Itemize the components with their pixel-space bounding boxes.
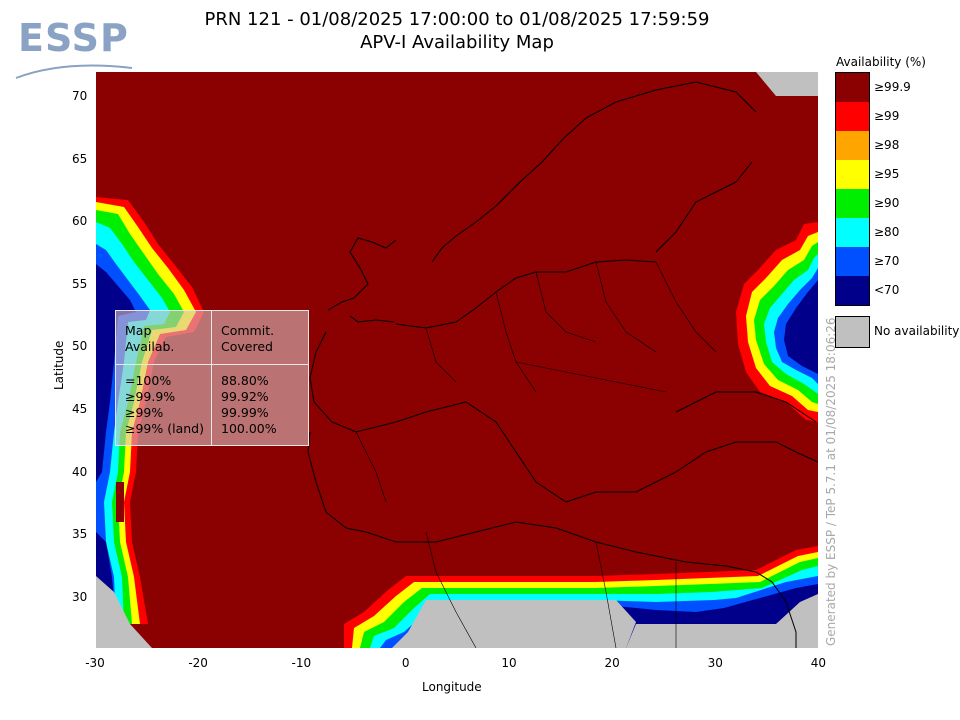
y-tick-label: 60 bbox=[72, 214, 88, 229]
y-tick-label: 55 bbox=[72, 276, 88, 291]
y-tick-label: 65 bbox=[72, 151, 88, 166]
y-tick-label: 70 bbox=[72, 89, 88, 104]
east-band-darkblue bbox=[784, 280, 818, 374]
no-availability-swatch bbox=[835, 316, 870, 348]
legend-colorbar bbox=[835, 72, 870, 306]
x-tick-label: 10 bbox=[501, 656, 517, 670]
legend-swatch bbox=[836, 160, 869, 189]
legend-label: ≥90 bbox=[874, 196, 900, 210]
legend-label: ≥80 bbox=[874, 225, 900, 239]
logo-arc-icon bbox=[15, 64, 133, 79]
y-tick-label: 35 bbox=[72, 527, 88, 542]
x-tick-label: -10 bbox=[291, 656, 312, 670]
legend-swatch bbox=[836, 276, 869, 305]
y-axis-label: Latitude bbox=[52, 340, 66, 390]
stats-col-left: Map Availab. =100% ≥99.9% ≥99% ≥99% (lan… bbox=[116, 311, 212, 445]
legend-swatch bbox=[836, 102, 869, 131]
legend-label: ≥98 bbox=[874, 138, 900, 152]
west-no-availability bbox=[96, 576, 152, 648]
legend-label: ≥70 bbox=[874, 254, 900, 268]
x-tick-label: 0 bbox=[401, 656, 410, 670]
south-far-east-no-availability bbox=[712, 594, 818, 648]
stats-rows-left: =100% ≥99.9% ≥99% ≥99% (land) bbox=[125, 373, 204, 436]
legend-label: <70 bbox=[874, 283, 900, 297]
legend-swatch bbox=[836, 218, 869, 247]
y-tick-label: 40 bbox=[72, 464, 88, 479]
y-tick-label: 45 bbox=[72, 402, 88, 417]
x-axis-label: Longitude bbox=[422, 680, 482, 694]
legend-label: ≥99 bbox=[874, 109, 900, 123]
northeast-no-availability bbox=[756, 72, 818, 96]
legend-title: Availability (%) bbox=[836, 55, 926, 69]
coastlines bbox=[307, 81, 818, 648]
south-no-availability bbox=[392, 600, 636, 648]
stats-header-right-cell: Commit. Covered bbox=[212, 311, 308, 365]
legend-swatch bbox=[836, 131, 869, 160]
x-tick-label: 30 bbox=[707, 656, 723, 670]
logo-text: ESSP bbox=[18, 16, 129, 60]
stats-table: Map Availab. =100% ≥99.9% ≥99% ≥99% (lan… bbox=[115, 310, 309, 446]
legend-label: ≥99.9 bbox=[874, 80, 911, 94]
legend-swatch bbox=[836, 247, 869, 276]
x-tick-label: 20 bbox=[604, 656, 620, 670]
southeast-no-availability bbox=[626, 624, 736, 648]
essp-logo: ESSP bbox=[14, 12, 134, 82]
stats-rows-right: 88.80% 99.92% 99.99% 100.00% bbox=[221, 373, 277, 436]
west-gap-darkred bbox=[116, 482, 124, 522]
x-tick-label: 40 bbox=[810, 656, 827, 670]
stats-col-right: Commit. Covered 88.80% 99.92% 99.99% 100… bbox=[212, 311, 308, 445]
stats-header-left: Map Availab. bbox=[125, 323, 175, 354]
stats-header-right: Commit. Covered bbox=[221, 323, 275, 354]
stats-header-left-cell: Map Availab. bbox=[116, 311, 211, 365]
y-tick-label: 50 bbox=[72, 339, 88, 354]
generated-by-credit: Generated by ESSP / TeP 5.7.1 at 01/08/2… bbox=[824, 317, 838, 646]
x-tick-label: -30 bbox=[85, 656, 105, 670]
legend-label: ≥95 bbox=[874, 167, 900, 181]
legend-swatch bbox=[836, 189, 869, 218]
x-tick-label: -20 bbox=[188, 656, 208, 670]
borders bbox=[355, 261, 717, 648]
legend-swatch bbox=[836, 73, 869, 102]
west-band-darkblue bbox=[96, 264, 136, 482]
y-tick-label: 30 bbox=[72, 589, 88, 604]
no-availability-label: No availability bbox=[874, 324, 960, 338]
chart-subtitle: APV-I Availability Map bbox=[360, 32, 554, 53]
chart-title: PRN 121 - 01/08/2025 17:00:00 to 01/08/2… bbox=[204, 9, 710, 30]
